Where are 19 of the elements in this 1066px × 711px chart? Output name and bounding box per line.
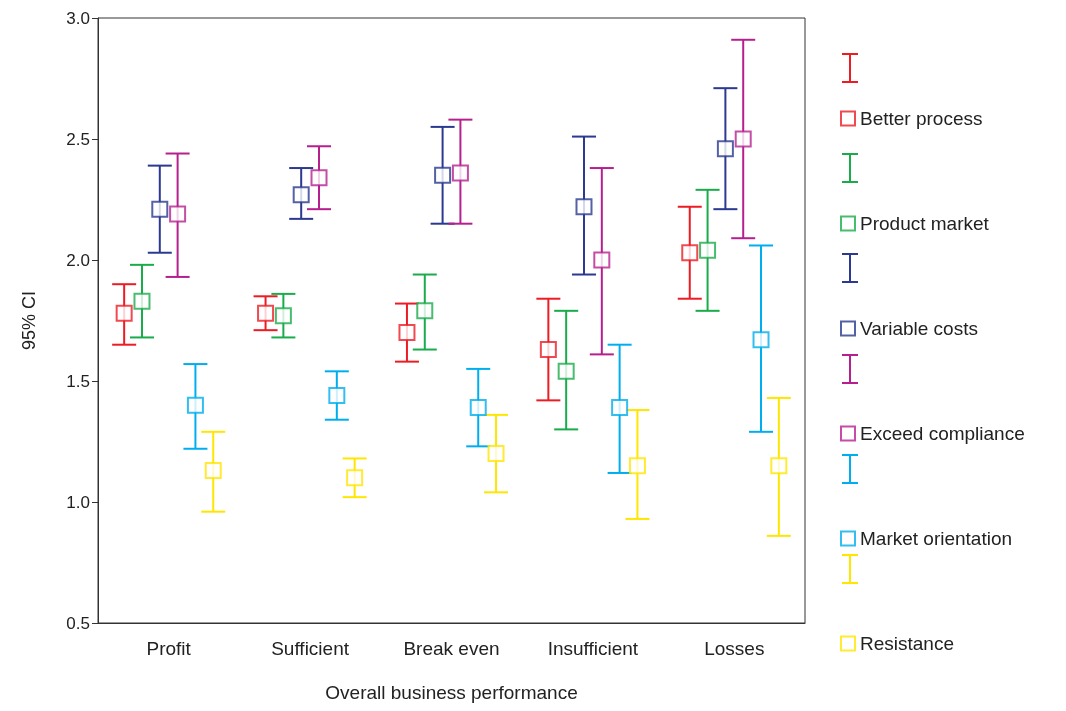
legend-label: Product market <box>860 213 990 234</box>
x-tick-label: Insufficient <box>547 638 639 659</box>
y-axis-title: 95% CI <box>19 290 39 351</box>
y-tick-label: 1.5 <box>66 371 90 391</box>
x-tick-label: Losses <box>704 638 765 659</box>
x-tick-label: Sufficient <box>271 638 350 659</box>
y-tick-label: 3.0 <box>66 8 90 28</box>
y-tick-label: 1.0 <box>66 492 90 512</box>
legend-label: Exceed compliance <box>860 423 1025 444</box>
legend-label: Resistance <box>860 633 954 654</box>
y-tick-label: 2.5 <box>66 129 90 149</box>
x-tick-label: Profit <box>146 638 192 659</box>
legend-label: Better process <box>860 108 983 129</box>
y-tick-label: 2.0 <box>66 250 90 270</box>
legend-label: Market orientation <box>860 528 1013 549</box>
y-tick-label: 0.5 <box>66 613 90 633</box>
x-axis-title: Overall business performance <box>325 682 578 703</box>
x-tick-label: Break even <box>403 638 500 659</box>
legend-label: Variable costs <box>860 318 978 339</box>
